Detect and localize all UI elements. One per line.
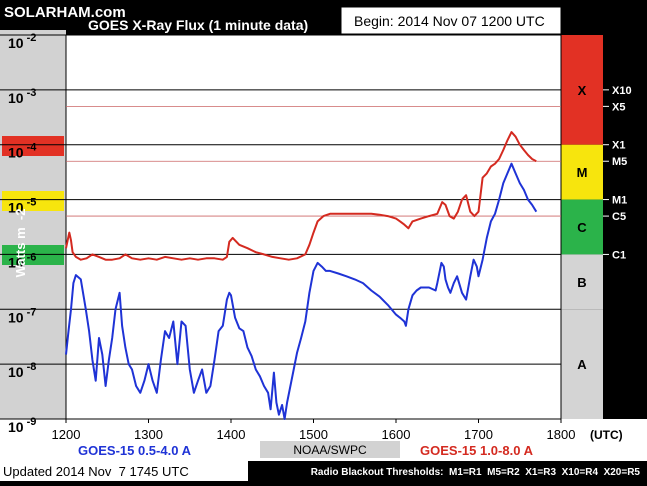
- x-axis-unit: (UTC): [590, 428, 623, 442]
- y-tick-exponent: -8: [24, 361, 37, 373]
- threshold-label-x10: X10: [612, 85, 632, 97]
- threshold-label-c5: C5: [612, 211, 626, 223]
- class-band-x: [561, 35, 603, 145]
- y-tick-label-2: 10 -4: [8, 142, 37, 161]
- bottom-axis-panel: [0, 419, 647, 441]
- y-tick-label-3: 10 -5: [8, 197, 36, 216]
- y-tick-exponent: -2: [24, 32, 37, 44]
- class-band-label-b: B: [577, 275, 586, 290]
- series-line-long: [65, 131, 537, 261]
- legend-long-series: GOES-15 1.0-8.0 A: [420, 443, 534, 458]
- radio-blackout-label: Radio Blackout Thresholds: M1=R1 M5=R2 X…: [311, 467, 641, 478]
- y-tick-exponent: -7: [24, 306, 37, 318]
- left-axis-panel: [0, 30, 66, 426]
- y-axis-label: Watts m -2: [13, 209, 28, 278]
- y-tick-highlight-x: [2, 136, 64, 156]
- footer-left: [0, 461, 248, 481]
- y-tick-label-6: 10 -8: [8, 361, 36, 380]
- y-tick-base: 10: [8, 200, 24, 216]
- class-band-b: [561, 254, 603, 310]
- y-tick-base: 10: [8, 309, 24, 325]
- threshold-label-m1: M1: [612, 195, 627, 207]
- x-tick-label-1800: 1800: [547, 427, 576, 442]
- class-band-label-x: X: [578, 83, 587, 98]
- class-band-label-a: A: [577, 357, 587, 372]
- x-tick-label-1200: 1200: [52, 427, 81, 442]
- y-tick-highlight-m: [2, 191, 64, 211]
- updated-label: Updated 2014 Nov 7 1745 UTC: [3, 464, 189, 479]
- y-tick-label-1: 10 -3: [8, 87, 36, 106]
- series-line-short: [65, 162, 538, 420]
- class-band-label-c: C: [577, 220, 587, 235]
- source-box: [260, 441, 400, 458]
- class-band-a: [561, 309, 603, 419]
- y-tick-exponent: -4: [24, 142, 38, 154]
- x-tick-label-1500: 1500: [299, 427, 328, 442]
- y-tick-exponent: -9: [24, 416, 37, 428]
- y-tick-base: 10: [8, 145, 24, 161]
- y-tick-label-7: 10 -9: [8, 416, 36, 435]
- threshold-label-x5: X5: [612, 101, 625, 113]
- source-label: NOAA/SWPC: [293, 443, 367, 457]
- chart-title: GOES X-Ray Flux (1 minute data): [88, 17, 308, 33]
- begin-box: [340, 6, 562, 35]
- x-tick-label-1300: 1300: [134, 427, 163, 442]
- threshold-label-m5: M5: [612, 156, 627, 168]
- class-band-label-m: M: [577, 165, 588, 180]
- y-tick-exponent: -5: [24, 197, 37, 209]
- y-tick-label-5: 10 -7: [8, 306, 36, 325]
- site-name: SOLARHAM.com: [4, 4, 126, 21]
- class-band-c: [561, 199, 603, 255]
- begin-label: Begin: 2014 Nov 07 1200 UTC: [354, 13, 545, 29]
- y-tick-label-0: 10 -2: [8, 32, 36, 51]
- legend-short-series: GOES-15 0.5-4.0 A: [78, 443, 192, 458]
- threshold-label-c1: C1: [612, 249, 626, 261]
- y-tick-base: 10: [8, 35, 24, 51]
- x-tick-label-1400: 1400: [217, 427, 246, 442]
- x-tick-label-1700: 1700: [464, 427, 493, 442]
- y-tick-base: 10: [8, 364, 24, 380]
- y-tick-exponent: -6: [24, 251, 37, 263]
- class-band-m: [561, 144, 603, 200]
- y-tick-exponent: -3: [24, 87, 37, 99]
- x-tick-label-1600: 1600: [382, 427, 411, 442]
- threshold-label-x1: X1: [612, 140, 625, 152]
- plot-area: [66, 35, 561, 419]
- y-tick-base: 10: [8, 90, 24, 106]
- y-tick-label-4: 10 -6: [8, 251, 36, 270]
- y-tick-base: 10: [8, 419, 24, 435]
- y-tick-highlight-c: [2, 245, 64, 265]
- y-tick-base: 10: [8, 254, 24, 270]
